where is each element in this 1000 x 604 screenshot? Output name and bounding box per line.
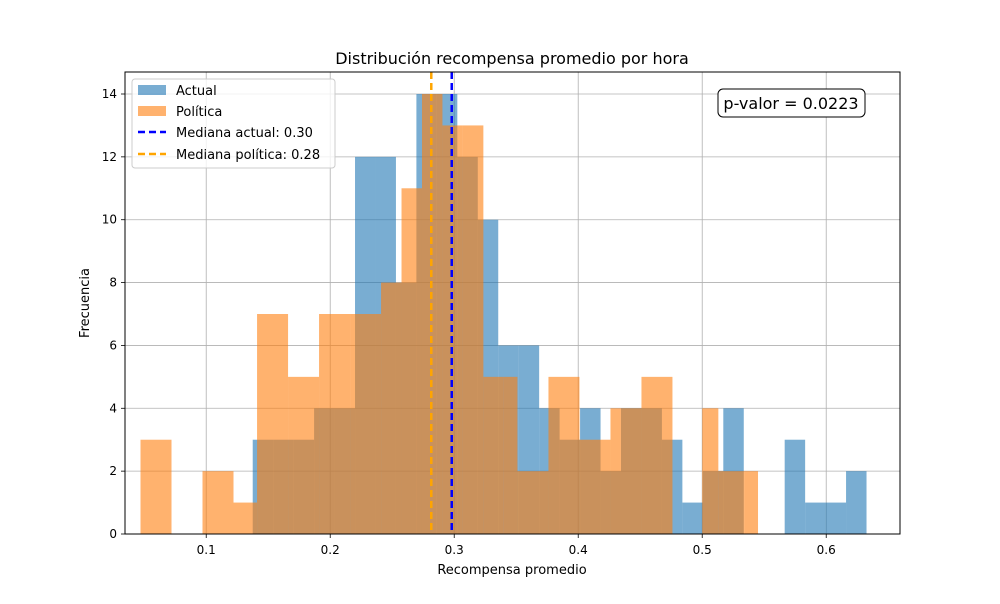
bar-policy <box>350 314 382 534</box>
bar-actual <box>784 439 806 534</box>
bar-policy <box>257 314 289 534</box>
x-tick-label: 0.2 <box>321 543 340 557</box>
axes-frame <box>124 71 901 535</box>
bar-policy <box>401 188 422 535</box>
y-tick-label: 0 <box>109 527 117 541</box>
median-lines <box>430 72 453 534</box>
bar-actual <box>846 471 867 534</box>
y-tick-label: 10 <box>102 213 117 227</box>
y-tick-label: 2 <box>109 464 117 478</box>
x-axis-ticks: 0.1 0.2 0.3 0.4 0.5 0.6 <box>197 534 836 557</box>
legend-label-median-policy: Mediana política: 0.28 <box>176 148 320 163</box>
y-tick-label: 8 <box>109 276 117 290</box>
y-tick-label: 6 <box>109 338 117 352</box>
bar-policy <box>233 502 258 534</box>
chart-title: Distribución recompensa promedio por hor… <box>335 49 689 68</box>
x-tick-label: 0.6 <box>817 543 836 557</box>
p-value-box <box>717 88 866 118</box>
legend-swatch-actual <box>138 85 166 95</box>
bar-policy <box>702 408 719 534</box>
bar-policy <box>503 376 518 534</box>
y-tick-label: 4 <box>109 401 117 415</box>
bar-policy <box>744 471 759 534</box>
bar-policy <box>202 471 234 534</box>
p-value-annotation: p-valor = 0.0223 <box>717 88 866 118</box>
legend: Actual Política Mediana actual: 0.30 Med… <box>131 78 336 169</box>
legend-box <box>131 78 336 169</box>
bar-policy <box>288 376 320 534</box>
bar-actual <box>825 502 847 534</box>
bar-policy <box>548 376 580 534</box>
x-axis-label: Recompensa promedio <box>437 563 586 578</box>
y-axis-label: Frecuencia <box>78 268 93 338</box>
x-tick-label: 0.5 <box>693 543 712 557</box>
bar-policy <box>381 282 402 534</box>
bar-policy <box>483 376 504 534</box>
bar-policy <box>579 439 611 534</box>
bar-policy <box>517 471 549 534</box>
y-axis-ticks: 0 2 4 6 8 10 12 14 <box>102 87 125 541</box>
y-tick-label: 12 <box>102 150 117 164</box>
legend-label-policy: Política <box>176 105 222 120</box>
legend-label-actual: Actual <box>176 84 217 99</box>
bar-actual <box>682 502 703 534</box>
legend-swatch-policy <box>138 106 166 116</box>
x-tick-label: 0.4 <box>569 543 588 557</box>
legend-label-median-actual: Mediana actual: 0.30 <box>176 126 313 141</box>
bar-actual <box>805 502 826 534</box>
bars-policy <box>140 94 759 535</box>
bar-policy <box>462 125 484 534</box>
y-tick-label: 14 <box>102 87 117 101</box>
bar-policy <box>610 408 642 534</box>
bar-policy <box>140 439 172 534</box>
x-tick-label: 0.1 <box>197 543 216 557</box>
p-value-text: p-valor = 0.0223 <box>723 94 858 113</box>
x-tick-label: 0.3 <box>445 543 464 557</box>
bar-policy <box>319 314 351 534</box>
bar-policy <box>641 376 673 534</box>
bar-policy <box>718 471 745 534</box>
